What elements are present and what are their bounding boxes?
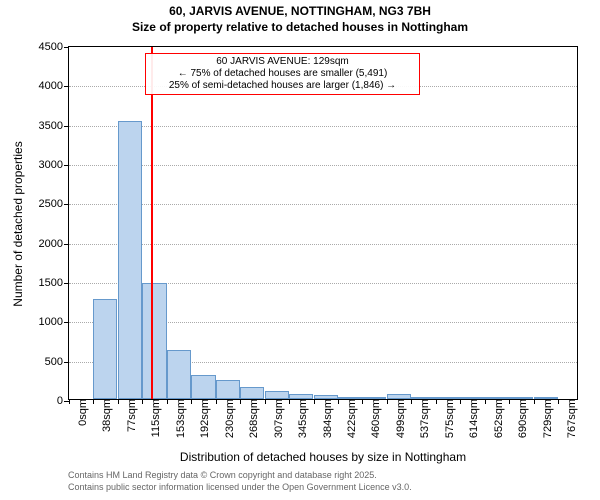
x-tick-label: 77sqm [122, 399, 138, 432]
gridline [69, 126, 577, 127]
y-tick-label: 4500 [39, 41, 69, 53]
x-tick-mark [436, 399, 437, 404]
histogram-bar [216, 380, 240, 399]
y-tick-label: 2500 [39, 198, 69, 210]
x-tick-label: 268sqm [244, 399, 260, 438]
x-tick-mark [191, 399, 192, 404]
y-tick-label: 1500 [39, 277, 69, 289]
x-tick-label: 690sqm [513, 399, 529, 438]
gridline [69, 204, 577, 205]
x-tick-mark [485, 399, 486, 404]
x-tick-mark [289, 399, 290, 404]
x-tick-label: 384sqm [318, 399, 334, 438]
histogram-bar [191, 375, 215, 399]
y-tick-label: 500 [45, 356, 69, 368]
y-tick-label: 2000 [39, 238, 69, 250]
chart-title-line2: Size of property relative to detached ho… [0, 20, 600, 34]
y-tick-label: 3500 [39, 120, 69, 132]
x-tick-mark [411, 399, 412, 404]
marker-line [151, 47, 153, 399]
x-tick-label: 115sqm [146, 399, 162, 437]
x-tick-label: 499sqm [391, 399, 407, 438]
x-tick-label: 230sqm [220, 399, 236, 438]
x-tick-label: 729sqm [538, 399, 554, 438]
x-tick-mark [534, 399, 535, 404]
gridline [69, 244, 577, 245]
x-axis-label: Distribution of detached houses by size … [68, 450, 578, 464]
x-tick-label: 537sqm [415, 399, 431, 438]
x-tick-mark [362, 399, 363, 404]
plot-area: 0500100015002000250030003500400045000sqm… [68, 46, 578, 400]
x-tick-mark [216, 399, 217, 404]
histogram-bar [265, 391, 289, 399]
y-tick-label: 3000 [39, 159, 69, 171]
x-tick-mark [314, 399, 315, 404]
footer-attribution-line2: Contains public sector information licen… [0, 482, 600, 492]
x-tick-mark [265, 399, 266, 404]
x-tick-label: 767sqm [562, 399, 578, 438]
x-tick-label: 0sqm [73, 399, 89, 426]
y-axis-label: Number of detached properties [11, 47, 25, 401]
histogram-bar [240, 387, 264, 399]
x-tick-label: 575sqm [440, 399, 456, 438]
x-tick-label: 460sqm [366, 399, 382, 438]
y-tick-label: 1000 [39, 316, 69, 328]
x-tick-label: 307sqm [269, 399, 285, 438]
x-tick-mark [387, 399, 388, 404]
chart-title-line1: 60, JARVIS AVENUE, NOTTINGHAM, NG3 7BH [0, 4, 600, 18]
x-tick-mark [338, 399, 339, 404]
histogram-bar [142, 283, 166, 399]
gridline [69, 165, 577, 166]
x-tick-mark [509, 399, 510, 404]
x-tick-mark [558, 399, 559, 404]
y-tick-label: 4000 [39, 80, 69, 92]
x-tick-label: 345sqm [293, 399, 309, 438]
x-tick-label: 192sqm [195, 399, 211, 438]
footer-attribution-line1: Contains HM Land Registry data © Crown c… [0, 470, 600, 480]
histogram-bar [167, 350, 191, 399]
x-tick-mark [460, 399, 461, 404]
x-tick-mark [240, 399, 241, 404]
x-tick-label: 38sqm [97, 399, 113, 432]
x-tick-mark [93, 399, 94, 404]
x-tick-mark [167, 399, 168, 404]
x-tick-mark [142, 399, 143, 404]
x-tick-label: 422sqm [342, 399, 358, 438]
histogram-bar [93, 299, 117, 399]
y-tick-label: 0 [57, 395, 69, 407]
x-tick-mark [118, 399, 119, 404]
x-tick-label: 614sqm [464, 399, 480, 438]
annotation-line: ← 75% of detached houses are smaller (5,… [152, 68, 413, 80]
x-tick-label: 153sqm [171, 399, 187, 438]
histogram-bar [118, 121, 142, 399]
x-tick-label: 652sqm [489, 399, 505, 438]
annotation-box: 60 JARVIS AVENUE: 129sqm← 75% of detache… [145, 53, 420, 95]
figure-wrapper: { "chart": { "type": "histogram", "title… [0, 0, 600, 500]
annotation-line: 60 JARVIS AVENUE: 129sqm [152, 56, 413, 68]
x-tick-mark [69, 399, 70, 404]
annotation-line: 25% of semi-detached houses are larger (… [152, 80, 413, 92]
